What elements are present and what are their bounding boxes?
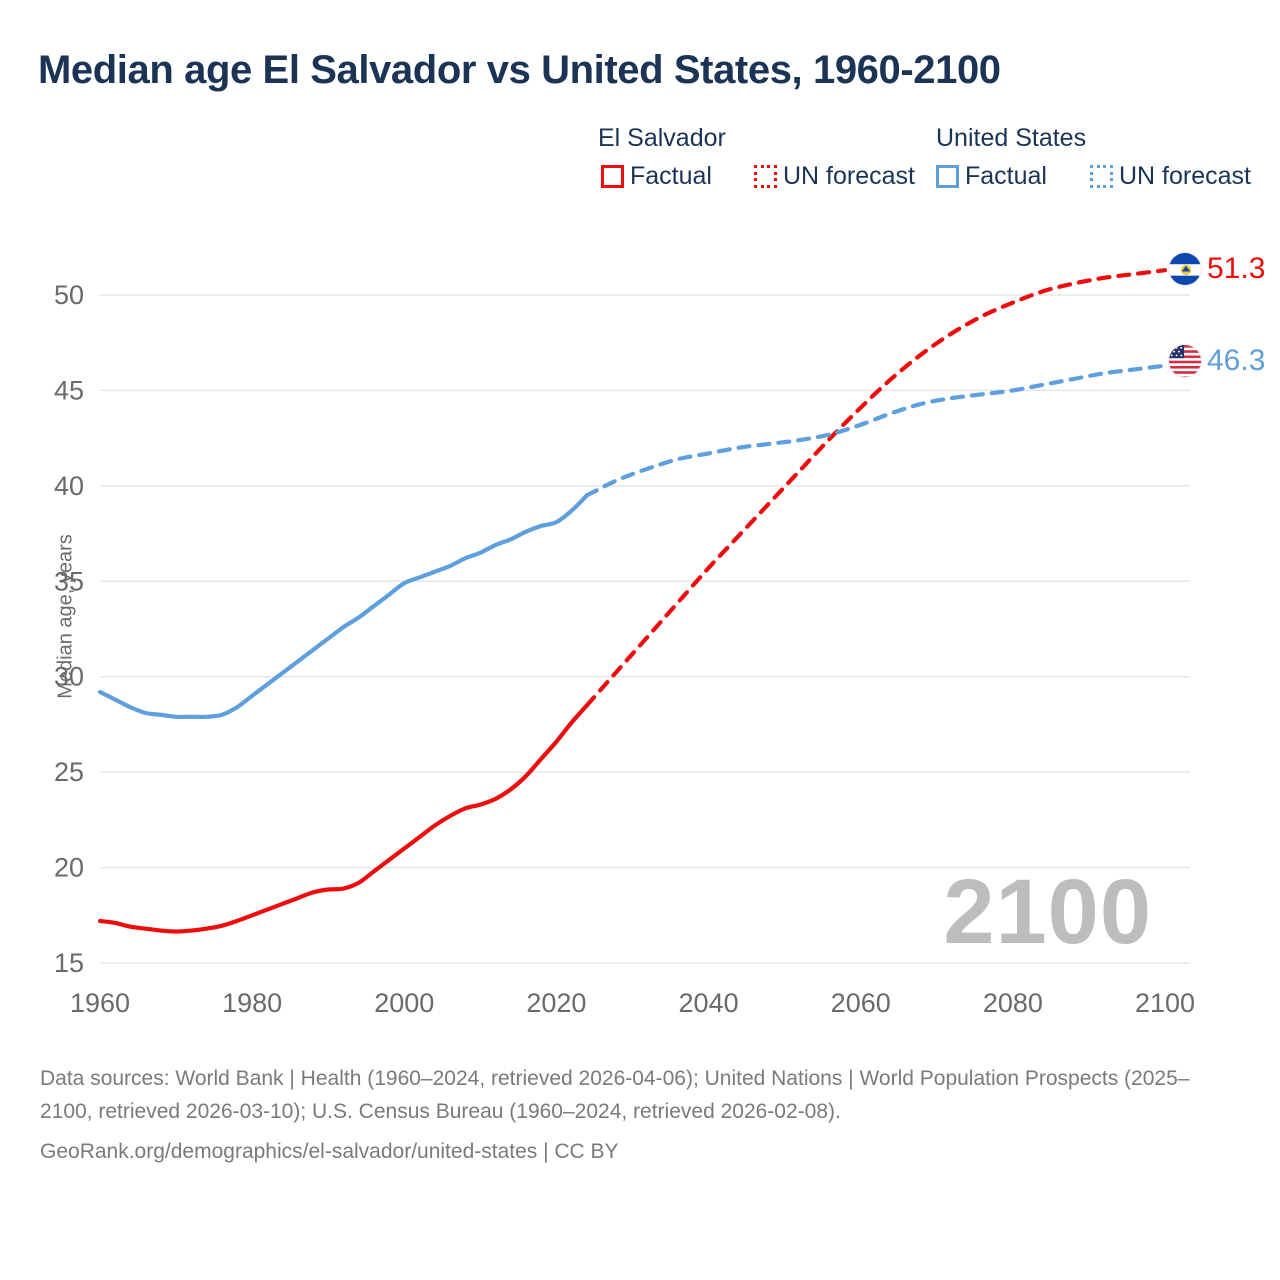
el-salvador-flag-icon <box>1168 252 1202 286</box>
legend-swatch-solid-blue-icon <box>936 165 959 188</box>
x-axis-tick-label: 2060 <box>831 988 891 1018</box>
y-axis-title: Median age, years <box>54 534 77 699</box>
legend-group-title-el-salvador: El Salvador <box>598 124 726 152</box>
series-line-el-salvador-factual <box>97 703 589 934</box>
x-axis-tick-label: 1980 <box>222 988 282 1018</box>
y-axis-tick-label: 30 <box>54 662 84 692</box>
end-label-el-salvador: 51.3 <box>1168 252 1265 286</box>
y-axis-tick-label: 40 <box>54 471 84 501</box>
footer-credit-link[interactable]: GeoRank.org/demographics/el-salvador/uni… <box>40 1140 619 1163</box>
legend-item-el-salvador-factual[interactable]: Factual <box>601 162 712 191</box>
y-axis-tick-label: 50 <box>54 280 84 310</box>
legend-item-united-states-factual[interactable]: Factual <box>936 162 1047 191</box>
end-value: 46.3 <box>1207 344 1266 377</box>
chart-legend: El Salvador United States Factual UN for… <box>598 124 1258 204</box>
legend-item-united-states-forecast[interactable]: UN forecast <box>1090 162 1251 191</box>
legend-label: UN forecast <box>783 162 915 190</box>
chart-canvas: 15 20 25 30 35 40 45 50 1960 1980 2000 2020 2040 206… <box>54 268 1195 1018</box>
series-line-united-states-forecast <box>584 363 1168 498</box>
legend-label: Factual <box>965 162 1047 190</box>
gridlines <box>100 294 1190 964</box>
footer-data-sources: Data sources: World Bank | Health (1960–… <box>40 1067 1190 1123</box>
x-axis-tick-label: 2040 <box>679 988 739 1018</box>
legend-label: Factual <box>630 162 712 190</box>
end-label-united-states: 46.3 <box>1168 344 1265 378</box>
united-states-flag-icon <box>1168 344 1202 378</box>
x-axis-tick-label: 2000 <box>374 988 434 1018</box>
series-lines <box>97 268 1168 934</box>
y-axis-tick-label: 25 <box>54 757 84 787</box>
x-axis-tick-label: 2020 <box>526 988 586 1018</box>
x-axis-tick-label: 1960 <box>70 988 130 1018</box>
y-axis-tick-labels: 15 20 25 30 35 40 45 50 <box>54 280 84 978</box>
legend-group-title-united-states: United States <box>936 124 1087 152</box>
x-axis-tick-label: 2080 <box>983 988 1043 1018</box>
page-title: Median age El Salvador vs United States,… <box>38 48 1001 92</box>
legend-item-el-salvador-forecast[interactable]: UN forecast <box>754 162 915 191</box>
series-line-el-salvador-forecast <box>584 268 1168 708</box>
y-axis-tick-label: 20 <box>54 853 84 883</box>
legend-label: UN forecast <box>1119 162 1251 190</box>
footer: Data sources: World Bank | Health (1960–… <box>40 1062 1240 1167</box>
legend-swatch-solid-red-icon <box>601 165 624 188</box>
x-axis-tick-label: 2100 <box>1135 988 1195 1018</box>
y-axis-tick-label: 15 <box>54 948 84 978</box>
y-axis-tick-label: 35 <box>54 566 84 596</box>
legend-swatch-dotted-blue-icon <box>1090 165 1113 188</box>
series-line-united-states-factual <box>97 493 589 720</box>
end-value: 51.3 <box>1207 252 1266 285</box>
year-watermark: 2100 <box>943 861 1152 963</box>
y-axis-tick-label: 45 <box>54 375 84 405</box>
legend-swatch-dotted-red-icon <box>754 165 777 188</box>
x-axis-tick-labels: 1960 1980 2000 2020 2040 2060 2080 2100 <box>70 988 1195 1018</box>
